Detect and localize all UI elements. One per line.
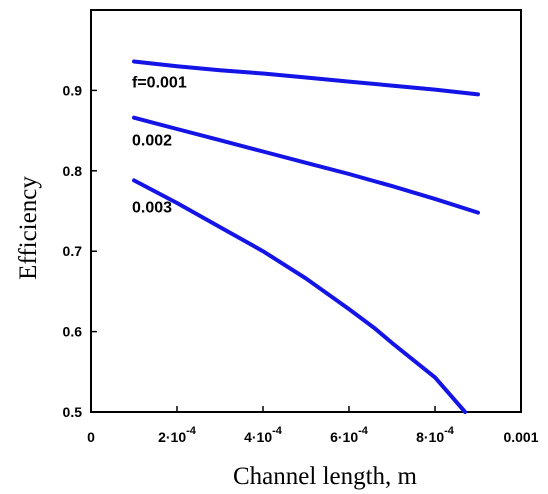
y-tick-label: 0.6 (63, 324, 83, 340)
x-tick-label: 0.001 (503, 429, 538, 445)
x-axis-title: Channel length, m (233, 463, 418, 490)
y-tick-label: 0.7 (63, 243, 83, 259)
x-tick-label: 0 (87, 429, 95, 445)
series-label-3: 0.003 (132, 199, 172, 216)
series-lines (132, 59, 480, 414)
x-tick-label: 2·10-4 (158, 425, 197, 445)
x-tick-label: 4·10-4 (244, 425, 283, 445)
y-tick-labels: 0.5 0.6 0.7 0.8 0.9 (63, 82, 83, 420)
series-line-1 (132, 59, 480, 97)
series-line-2 (132, 115, 480, 215)
series-line-3 (132, 178, 468, 414)
series-label-2: 0.002 (132, 133, 172, 150)
axis-ticks (91, 89, 436, 412)
y-axis-title: Efficiency (15, 176, 42, 280)
x-tick-labels: 0 2·10-4 4·10-4 6·10-4 8·10-4 0.001 (87, 425, 539, 445)
series-label-1: f=0.001 (132, 74, 187, 91)
series-labels: f=0.001 0.002 0.003 (132, 74, 187, 216)
y-tick-label: 0.8 (63, 163, 83, 179)
plot-frame (90, 9, 522, 413)
x-tick-label: 6·10-4 (330, 425, 369, 445)
x-tick-label: 8·10-4 (416, 425, 455, 445)
y-tick-label: 0.9 (63, 82, 83, 98)
y-tick-label: 0.5 (63, 404, 83, 420)
